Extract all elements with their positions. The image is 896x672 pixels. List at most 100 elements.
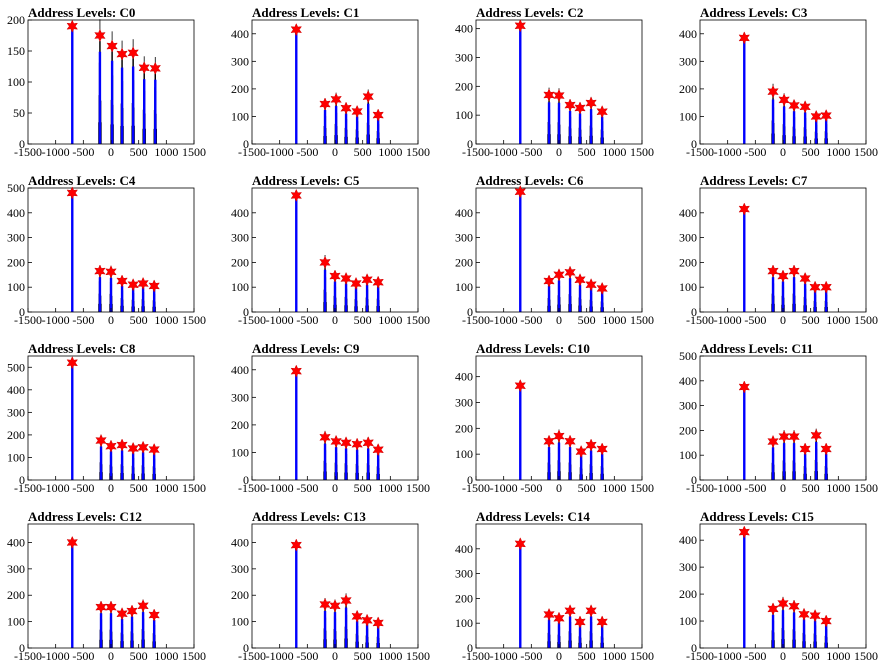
peak-marker [820,614,832,628]
x-tick-label: 0 [780,313,786,327]
peak-marker [290,188,302,203]
peak-marker [820,442,832,456]
y-tick-label: 400 [455,206,473,220]
x-tick-label: 1500 [406,649,430,663]
histogram-bars [71,540,156,648]
histogram-bar-fill [589,450,593,480]
peak-marker [820,109,832,123]
x-tick-label: -500 [296,313,318,327]
x-tick-label: 0 [780,145,786,159]
chart-title: Address Levels: C14 [476,509,590,524]
chart-title: Address Levels: C4 [28,173,136,188]
x-tick-label: 1000 [378,481,402,495]
x-tick-label: 500 [130,145,148,159]
x-tick-label: 1000 [154,649,178,663]
x-tick-label: 500 [578,649,596,663]
peak-marker [543,434,555,448]
y-tick-label: 200 [7,428,25,442]
histogram-bar-fill [771,614,775,648]
x-tick-label: -500 [520,313,542,327]
x-tick-label: 500 [802,313,820,327]
y-tick-label: 0 [467,305,473,319]
histogram-bar-fill [824,290,828,312]
y-tick-label: 300 [679,560,697,574]
x-tick-label: 1000 [154,481,178,495]
histogram-bar-fill [579,455,583,480]
x-tick-label: -1500 [14,481,42,495]
peak-marker [126,604,138,618]
histogram-bar-fill [578,625,582,648]
x-tick-label: -1500 [462,649,490,663]
histogram-bar-fill [815,120,818,144]
peak-marker [596,281,608,296]
histogram-bars [295,543,380,648]
chart-title: Address Levels: C7 [700,173,808,188]
x-tick-label: -1500 [14,313,42,327]
x-tick-label: 500 [578,481,596,495]
x-tick-label: 1000 [826,145,850,159]
chart-panel-c2: Address Levels: C2 0 100 200 300 400 -1500 -100… [455,5,654,159]
x-tick-label: -500 [72,649,94,663]
histogram-bar-fill [365,284,369,312]
peak-marker [564,434,576,448]
x-tick-label: 1000 [602,145,626,159]
x-tick-label: 0 [780,649,786,663]
peak-marker [514,19,526,33]
histogram-bar-fill [803,453,807,480]
chart-panel-c4: Address Levels: C40100200300400500-1500-… [7,173,206,327]
histogram-bar-fill [295,368,298,480]
chart-title: Address Levels: C10 [476,341,590,356]
peak-marker [340,436,352,450]
peak-marker [290,364,302,378]
peak-marker [798,607,810,621]
histogram-bar-fill [98,51,102,144]
chart-panel-c9: Address Levels: C9 0 100 200 300 400 -1500 -100… [231,341,430,495]
peak-marker [788,429,800,444]
histogram-bar-fill [120,285,124,312]
peak-marker [105,600,117,614]
peak-marker [329,599,341,613]
chart-panel-c10: Address Levels: C10 0 100 200 300 400 -1500 -10… [455,341,654,495]
x-tick-label: 500 [130,649,148,663]
x-tick-label: 500 [354,313,372,327]
histogram-bar-fill [813,620,817,648]
y-tick-label: 400 [7,206,25,220]
histogram-bar-fill [568,447,572,480]
histogram-bar-fill [792,111,796,144]
histogram-bar-fill [143,79,146,144]
histogram-bar-fill [547,447,551,480]
peak-marker [564,265,576,279]
y-tick-label: 500 [7,360,25,374]
peak-marker [514,379,526,393]
histogram-bar-fill [323,611,327,648]
histogram-bar-fill [295,27,298,144]
x-tick-label: 1500 [854,481,878,495]
chart-panel-c7: Address Levels: C7 0 100 200 300 400 -1500 -100… [679,173,878,327]
y-tick-label: 200 [7,255,25,269]
x-tick-label: -1000 [266,649,294,663]
y-tick-label: 300 [455,50,473,64]
x-tick-label: 1500 [182,145,206,159]
peak-marker [543,88,555,102]
y-tick-label: 150 [7,44,25,58]
y-tick-label: 400 [231,27,249,41]
histogram-bar-fill [334,106,338,144]
peak-marker [116,47,128,61]
x-tick-label: 1500 [182,313,206,327]
x-tick-label: 1000 [154,145,178,159]
y-tick-label: 400 [7,535,25,549]
x-tick-label: 1500 [406,145,430,159]
chart-panel-c6: Address Levels: C6 0 100 200 300 400 -1500 -100… [455,173,654,327]
x-tick-label: -1500 [238,313,266,327]
histogram-bar-fill [803,283,807,312]
histogram-bar-fill [578,113,582,144]
x-tick-label: -500 [296,649,318,663]
y-tick-label: 300 [231,54,249,68]
histogram-bar-fill [344,283,348,312]
peak-marker [514,537,526,551]
chart-panel-c5: Address Levels: C5 0 100 200 300 400 -1500 -100… [231,173,430,327]
x-tick-label: -1000 [42,649,70,663]
y-tick-label: 0 [467,473,473,487]
histogram-bar-fill [109,613,113,648]
y-tick-label: 200 [7,588,25,602]
